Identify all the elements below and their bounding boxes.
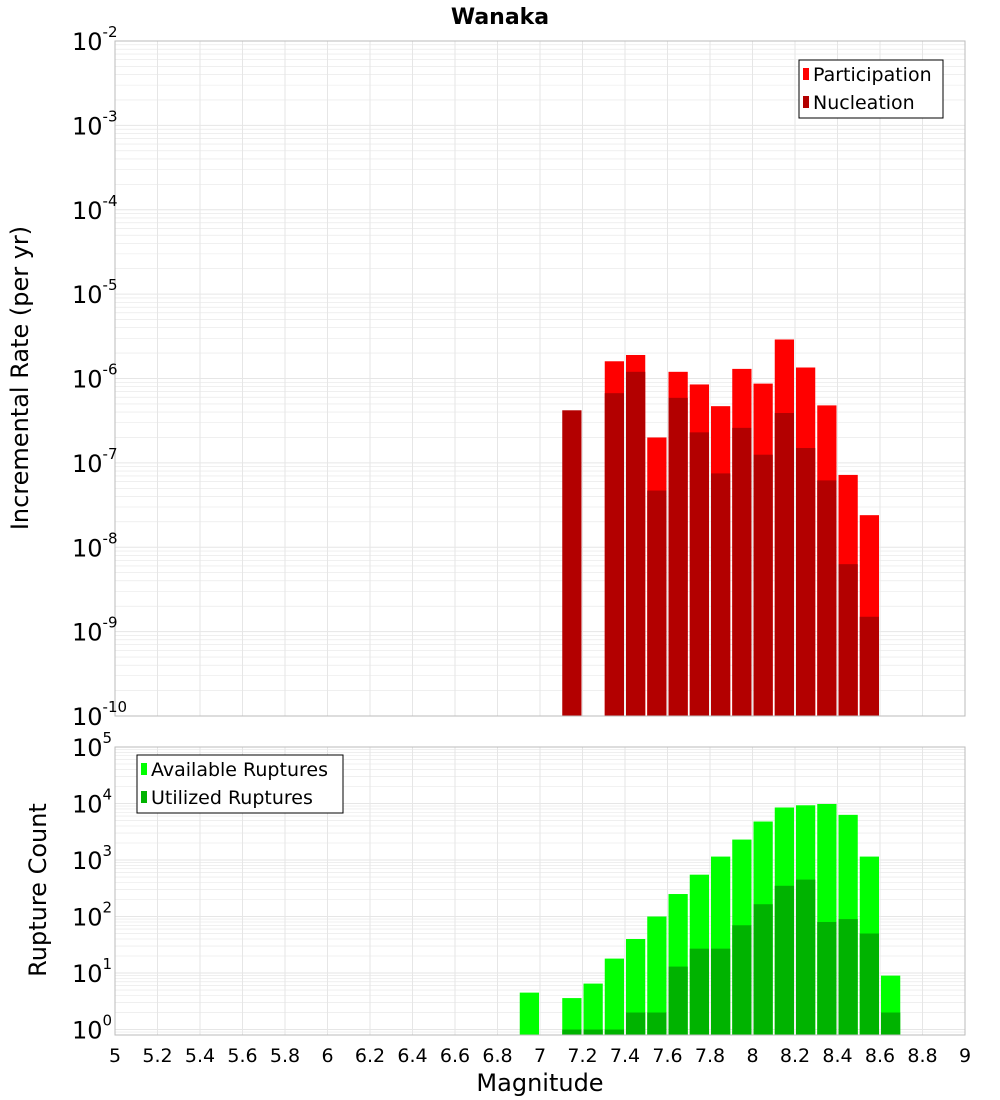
frame-layer [114,40,966,1036]
bar-utilized [604,1029,624,1035]
x-tick-label: 5.6 [227,1045,257,1067]
bar-utilized [711,948,731,1035]
chart-title: Wanaka [451,5,549,30]
legend-label: Utilized Ruptures [151,787,313,809]
bar-nucleation [774,413,794,716]
legend-label: Nucleation [813,92,915,114]
bar-utilized [753,904,773,1035]
y-tick-label: 10-3 [72,107,118,140]
bar-nucleation [689,432,709,716]
y-tick-label: 10-6 [72,361,118,394]
bar-utilized [881,1012,901,1035]
x-tick-label: 9 [959,1045,971,1067]
y-tick-label: 103 [72,842,112,875]
x-tick-label: 7.4 [610,1045,640,1067]
y-tick-label: 10-5 [72,276,118,309]
y-tick-label: 10-4 [72,192,118,225]
legend-box [136,754,344,814]
bar-utilized [774,885,794,1035]
y-tick-label: 10-2 [72,23,118,56]
legend-label: Participation [813,64,932,86]
bar-nucleation [647,490,667,716]
y-tick-label: 102 [72,899,112,932]
x-tick-label: 8.4 [822,1045,852,1067]
bar-nucleation [562,410,582,716]
x-tick-label: 8 [746,1045,758,1067]
bar-nucleation [838,564,858,716]
y-tick-label: 10-7 [72,445,118,478]
bar-available [519,992,539,1035]
legend-layer: Participation Nucleation Available Rupture… [136,59,944,814]
plot-frame [114,746,966,1036]
bar-available [604,958,624,1035]
bar-nucleation [604,393,624,716]
x-tick-label: 8.8 [907,1045,937,1067]
bar-nucleation [668,397,688,716]
x-tick-label: 8.6 [865,1045,895,1067]
x-tick-label: 6.4 [397,1045,427,1067]
x-tick-label: 7.2 [567,1045,597,1067]
legend-swatch-available [141,763,147,775]
legend-swatch-participation [803,68,809,80]
x-tick-label: 6 [321,1045,333,1067]
bar-available [562,998,582,1035]
x-tick-label: 5.4 [185,1045,215,1067]
x-tick-label: 5.8 [270,1045,300,1067]
tick-labels-layer: 10-2 10-3 10-4 10-5 10-6 10-7 10-8 10-9 10-10105… [72,23,971,1067]
bar-nucleation [626,371,646,716]
y-tick-label: 101 [72,955,112,988]
x-tick-label: 5 [109,1045,121,1067]
bar-nucleation [817,480,837,716]
y-tick-label: 104 [72,786,112,819]
bar-available [647,916,667,1035]
bar-utilized [647,1012,667,1035]
y-tick-label: 10-10 [72,698,127,731]
bar-nucleation [753,454,773,716]
x-tick-label: 5.2 [142,1045,172,1067]
bar-utilized [562,1029,582,1035]
grid-layer [114,40,966,1036]
plot-frame [114,40,966,717]
y-tick-label: 105 [72,729,112,762]
x-tick-label: 8.2 [780,1045,810,1067]
bottom-y-axis-title: Rupture Count [24,803,52,977]
bar-nucleation [711,473,731,716]
bar-utilized [817,921,837,1035]
bars-layer [519,339,901,1035]
top-y-axis-title: Incremental Rate (per yr) [6,226,34,530]
bar-nucleation [859,616,879,716]
x-tick-label: 6.6 [440,1045,470,1067]
y-tick-label: 100 [72,1012,112,1045]
legend-box [798,59,944,119]
bar-nucleation [796,448,816,716]
x-tick-label: 7.6 [652,1045,682,1067]
x-tick-label: 7 [534,1045,546,1067]
bar-utilized [732,925,752,1035]
y-tick-label: 10-9 [72,614,118,647]
bar-utilized [626,1012,646,1035]
y-tick-label: 10-8 [72,529,118,562]
legend-swatch-nucleation [803,96,809,108]
bar-utilized [796,879,816,1035]
legend-label: Available Ruptures [151,759,328,781]
bar-available [583,983,603,1035]
x-tick-label: 6.8 [482,1045,512,1067]
bar-utilized [838,919,858,1035]
x-tick-label: 7.8 [695,1045,725,1067]
bar-utilized [583,1029,603,1035]
bar-utilized [859,933,879,1035]
bar-nucleation [732,427,752,716]
bar-available [626,939,646,1035]
x-axis-title: Magnitude [476,1069,603,1097]
bar-utilized [668,966,688,1035]
bar-utilized [689,948,709,1035]
legend-swatch-utilized [141,791,147,803]
x-tick-label: 6.2 [355,1045,385,1067]
